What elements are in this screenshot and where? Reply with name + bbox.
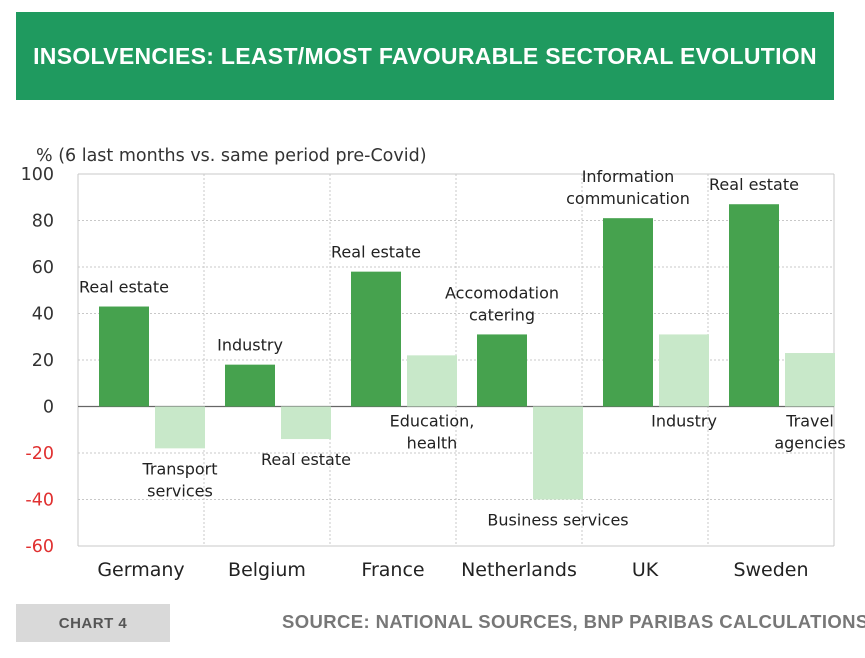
bar-label-most: Real estate [709, 175, 799, 194]
y-tick-label: -20 [25, 444, 54, 464]
y-tick-label: 80 [32, 212, 54, 232]
bar-label-most: Real estate [79, 278, 169, 297]
bar-least-germany [155, 406, 205, 449]
y-axis-title: % (6 last months vs. same period pre-Cov… [36, 146, 427, 166]
y-tick-label: 40 [32, 305, 54, 325]
x-tick-label: Belgium [228, 559, 306, 581]
source-note: SOURCE: NATIONAL SOURCES, BNP PARIBAS CA… [282, 611, 865, 632]
bar-label-most: Accomodation [445, 283, 559, 302]
bar-label-least: Travel [785, 412, 834, 431]
chart-title: INSOLVENCIES: LEAST/MOST FAVOURABLE SECT… [33, 42, 817, 69]
x-tick-label: Sweden [733, 559, 808, 581]
bar-chart: % (6 last months vs. same period pre-Cov… [21, 146, 846, 581]
bar-label-least: Industry [651, 412, 717, 431]
bar-most-belgium [225, 364, 275, 407]
y-tick-label: 60 [32, 258, 54, 278]
x-tick-label: Netherlands [461, 559, 577, 581]
bar-most-france [351, 271, 401, 407]
x-tick-label: Germany [97, 559, 184, 581]
chart-number-label: CHART 4 [58, 614, 128, 632]
y-tick-label: 0 [43, 398, 54, 418]
bar-label-most: communication [566, 189, 690, 208]
bar-most-sweden [729, 204, 779, 407]
y-tick-label: -40 [25, 491, 54, 511]
bar-label-least: Business services [487, 511, 628, 530]
chart-number-badge: CHART 4 [16, 604, 170, 642]
bar-most-uk [603, 218, 653, 407]
x-tick-label: France [361, 559, 424, 581]
bar-least-france [407, 355, 457, 407]
bar-label-least: agencies [774, 434, 845, 453]
bar-label-most: Real estate [331, 243, 421, 262]
bar-label-least: Real estate [261, 450, 351, 469]
bar-least-sweden [785, 353, 835, 407]
bar-least-uk [659, 334, 709, 407]
bar-most-germany [99, 306, 149, 407]
y-tick-label: 100 [21, 165, 54, 185]
bar-label-least: Transport [141, 459, 217, 478]
bar-least-netherlands [533, 406, 583, 500]
bar-label-most: Information [582, 167, 675, 186]
x-tick-label: UK [632, 559, 659, 581]
chart-title-banner: INSOLVENCIES: LEAST/MOST FAVOURABLE SECT… [16, 12, 834, 100]
y-tick-label: -60 [25, 537, 54, 557]
bar-most-netherlands [477, 334, 527, 407]
bar-label-least: health [407, 434, 458, 453]
bar-least-belgium [281, 406, 331, 440]
bar-label-least: services [147, 481, 213, 500]
bar-label-least: Education, [390, 412, 475, 431]
y-tick-label: 20 [32, 351, 54, 371]
bar-label-most: catering [469, 305, 535, 324]
bar-label-most: Industry [217, 336, 283, 355]
